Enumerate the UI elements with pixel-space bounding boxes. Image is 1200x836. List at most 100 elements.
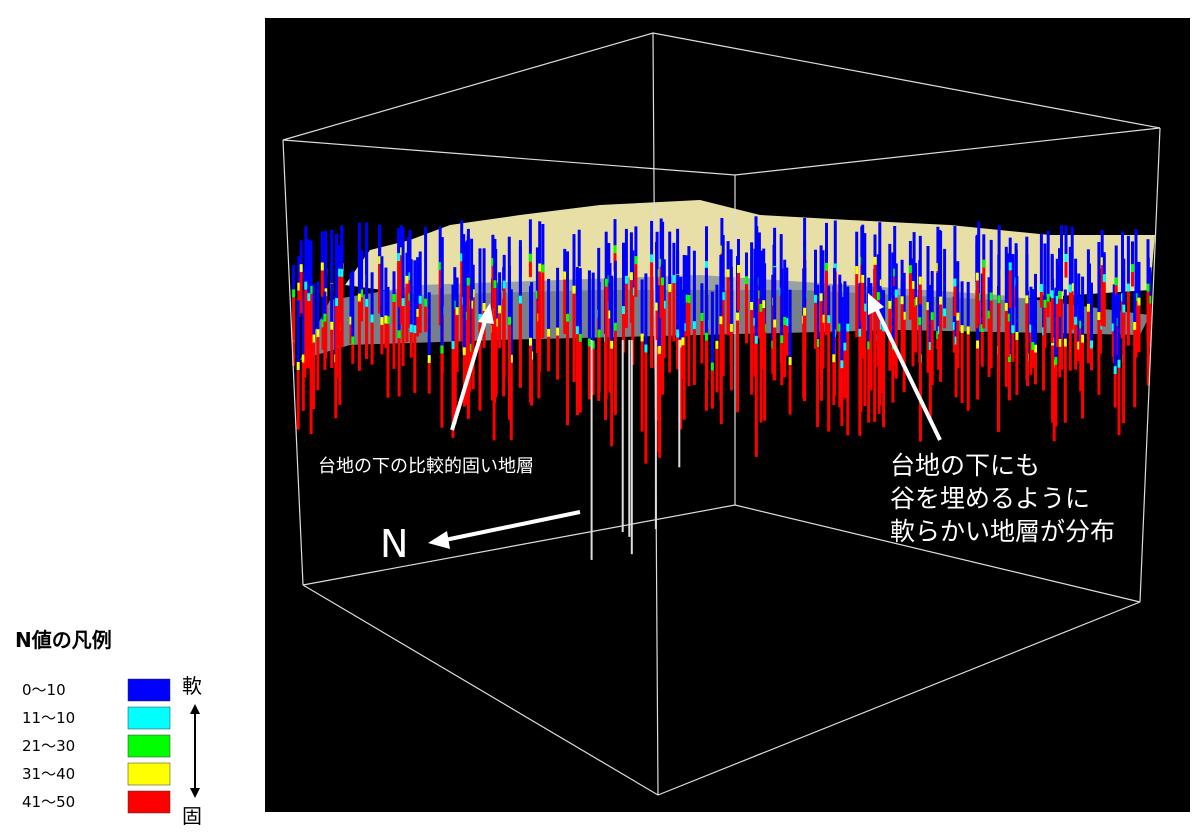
boring-soft xyxy=(873,234,877,265)
boring-soft xyxy=(846,286,850,332)
boring-hard xyxy=(737,273,740,311)
boring-mid xyxy=(1050,290,1054,299)
boring-mid xyxy=(418,295,422,304)
legend-hard: 固 xyxy=(182,804,202,828)
boring-hard xyxy=(908,273,912,320)
boring-hard xyxy=(873,264,877,306)
boring-soft xyxy=(676,275,680,338)
boring-mid xyxy=(365,298,369,307)
boring-soft xyxy=(1134,229,1138,302)
boring-soft xyxy=(803,240,807,316)
boring-hard xyxy=(976,348,980,400)
boring-mid xyxy=(894,289,898,298)
boring-hard xyxy=(541,272,545,339)
arrow xyxy=(874,307,942,441)
boring-mid xyxy=(960,325,964,334)
boring-hard xyxy=(384,323,388,349)
boring-mid xyxy=(736,312,739,321)
boring-soft xyxy=(1014,249,1018,286)
boring-mid xyxy=(296,362,300,370)
boring-hard xyxy=(309,361,313,435)
boring-hard xyxy=(491,266,495,349)
boring-hard xyxy=(340,276,344,329)
boring-hard xyxy=(613,330,617,415)
boring-hard xyxy=(1131,272,1134,287)
boring-mid xyxy=(378,256,382,265)
boring-mid xyxy=(759,303,763,312)
boring-hard xyxy=(338,330,342,405)
boring-hard xyxy=(591,348,595,395)
boring-mid xyxy=(1055,295,1059,304)
boring-hard xyxy=(1117,367,1121,436)
box-edge xyxy=(302,504,1141,603)
boring-hard xyxy=(668,292,672,373)
boring-hard xyxy=(378,264,382,314)
boring-mid xyxy=(529,337,532,346)
boring-hard xyxy=(1031,350,1035,368)
boring-soft xyxy=(1146,239,1150,292)
boring-soft xyxy=(754,276,758,344)
boring-hard xyxy=(334,362,338,419)
boring-soft xyxy=(729,266,733,332)
boring-soft xyxy=(911,258,915,290)
boring-hard xyxy=(365,306,369,347)
boring-soft xyxy=(1100,229,1104,266)
boring-hard xyxy=(715,348,719,393)
boring-mid xyxy=(498,305,502,314)
boring-hard xyxy=(902,319,906,393)
boring-mid xyxy=(888,300,892,309)
boring-mid xyxy=(613,245,617,254)
boring-soft xyxy=(1055,258,1059,304)
boring-mid xyxy=(478,314,482,322)
boring-mid xyxy=(508,316,511,325)
boring-mid xyxy=(861,274,865,283)
boring-hard xyxy=(658,353,662,458)
arrow xyxy=(444,510,581,542)
boring-mid xyxy=(644,344,648,353)
boring-mid xyxy=(438,262,442,271)
boring-hard xyxy=(821,322,825,369)
boring-hard xyxy=(687,303,691,387)
boring-hard xyxy=(629,280,633,323)
boring-hard xyxy=(320,270,324,297)
boring-hard xyxy=(1051,345,1055,423)
boring-soft xyxy=(814,249,817,303)
boring-hard xyxy=(1060,299,1063,370)
boring-soft xyxy=(453,267,457,309)
boring-hard xyxy=(316,337,320,391)
box-edge xyxy=(302,584,1141,796)
boring-soft xyxy=(370,272,374,323)
boring-hard xyxy=(840,368,844,426)
boring-hard xyxy=(876,300,880,354)
boring-mid xyxy=(662,300,666,309)
boring-soft xyxy=(843,281,847,351)
boring-hard xyxy=(726,277,730,336)
boring-hard xyxy=(566,321,569,426)
boring-hard xyxy=(953,286,957,317)
legend-swatch xyxy=(127,706,171,730)
boring-hard xyxy=(937,347,941,370)
boring-soft xyxy=(1058,248,1061,299)
boring-soft xyxy=(681,289,685,346)
boring-hard xyxy=(1052,367,1056,442)
boring-soft xyxy=(493,238,497,289)
boring-soft xyxy=(676,250,680,283)
boring-mid xyxy=(301,354,305,363)
boring-soft xyxy=(745,252,748,285)
boring-soft xyxy=(926,246,930,311)
boring-mid xyxy=(538,263,542,272)
boring-mid xyxy=(692,321,696,330)
borings xyxy=(292,216,1152,560)
boring-soft xyxy=(466,236,470,286)
boring-mid xyxy=(650,254,654,263)
boring-soft xyxy=(825,222,828,271)
boring-soft xyxy=(427,292,431,364)
boring-hard xyxy=(900,304,904,360)
boring-mid xyxy=(1070,283,1074,292)
boring-hard xyxy=(292,297,296,341)
boring-mid xyxy=(987,310,991,319)
boring-hard xyxy=(1046,301,1050,318)
boring-mid xyxy=(1043,299,1047,308)
boring-hard xyxy=(572,293,576,382)
